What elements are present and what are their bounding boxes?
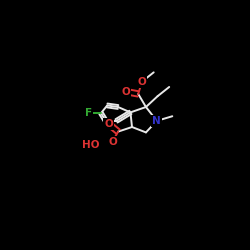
Text: F: F bbox=[85, 108, 92, 118]
Text: O: O bbox=[138, 76, 146, 86]
Text: N: N bbox=[152, 116, 161, 126]
Text: O: O bbox=[104, 119, 113, 129]
Text: O: O bbox=[122, 86, 130, 97]
Text: O: O bbox=[108, 137, 117, 147]
Text: HO: HO bbox=[82, 140, 100, 150]
